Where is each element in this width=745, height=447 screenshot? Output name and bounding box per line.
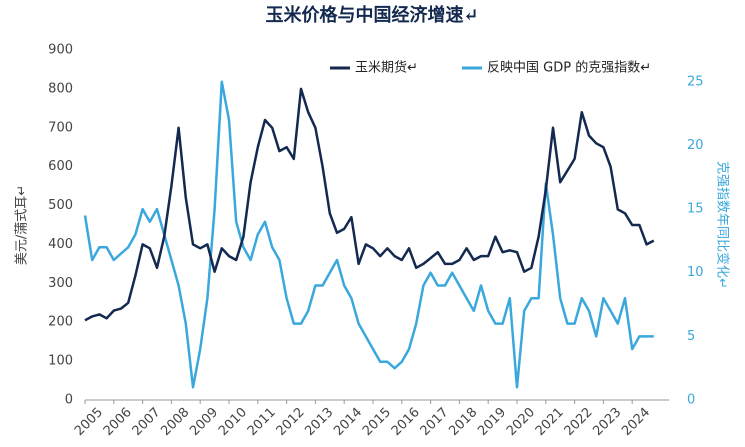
x-tick-label: 2014 <box>331 405 365 439</box>
y2-tick-label: 20 <box>687 138 704 153</box>
x-tick-label: 2024 <box>619 405 653 439</box>
y2-axis-label: 克强指数年同比变化↵ <box>715 161 731 289</box>
x-tick-label: 2007 <box>130 405 164 439</box>
x-tick-label: 2010 <box>216 405 250 439</box>
x-tick-label: 2012 <box>274 405 308 439</box>
y2-tick-label: 5 <box>687 329 695 344</box>
y-tick-label: 300 <box>48 276 73 291</box>
x-tick-label: 2021 <box>533 405 567 439</box>
legend-label: 反映中国 GDP 的克强指数↵ <box>487 60 651 76</box>
series-line <box>84 87 655 322</box>
x-tick-label: 2022 <box>562 405 596 439</box>
y2-tick-label: 0 <box>687 393 695 408</box>
x-tick-label: 2006 <box>101 405 135 439</box>
y-axis-label: 美元/蒲式耳↵ <box>15 185 30 265</box>
x-tick-label: 2013 <box>302 405 336 439</box>
x-tick-label: 2016 <box>389 405 423 439</box>
y2-tick-label: 10 <box>687 265 704 280</box>
x-tick-label: 2005 <box>72 405 106 439</box>
y-tick-label: 400 <box>48 237 73 252</box>
x-tick-label: 2017 <box>418 405 452 439</box>
x-tick-label: 2023 <box>590 405 624 439</box>
legend-label: 玉米期货↵ <box>355 60 418 76</box>
series-line <box>83 80 654 389</box>
y-tick-label: 100 <box>48 354 73 369</box>
y-tick-label: 0 <box>65 393 73 408</box>
x-tick-label: 2018 <box>446 405 480 439</box>
y2-tick-label: 25 <box>687 74 704 89</box>
x-tick-label: 2009 <box>187 405 221 439</box>
x-tick-label: 2015 <box>360 405 394 439</box>
x-tick-label: 2011 <box>245 405 279 439</box>
y-tick-label: 700 <box>48 120 73 135</box>
y-tick-label: 600 <box>48 159 73 174</box>
y-tick-label: 900 <box>48 43 73 58</box>
y2-tick-label: 15 <box>687 202 704 217</box>
x-tick-label: 2008 <box>158 405 192 439</box>
y-tick-label: 200 <box>48 315 73 330</box>
x-tick-label: 2019 <box>475 405 509 439</box>
y-tick-label: 800 <box>48 81 73 96</box>
x-tick-label: 2020 <box>504 405 538 439</box>
chart-title: 玉米价格与中国经济增速↵ <box>265 4 478 26</box>
y-tick-label: 500 <box>48 198 73 213</box>
